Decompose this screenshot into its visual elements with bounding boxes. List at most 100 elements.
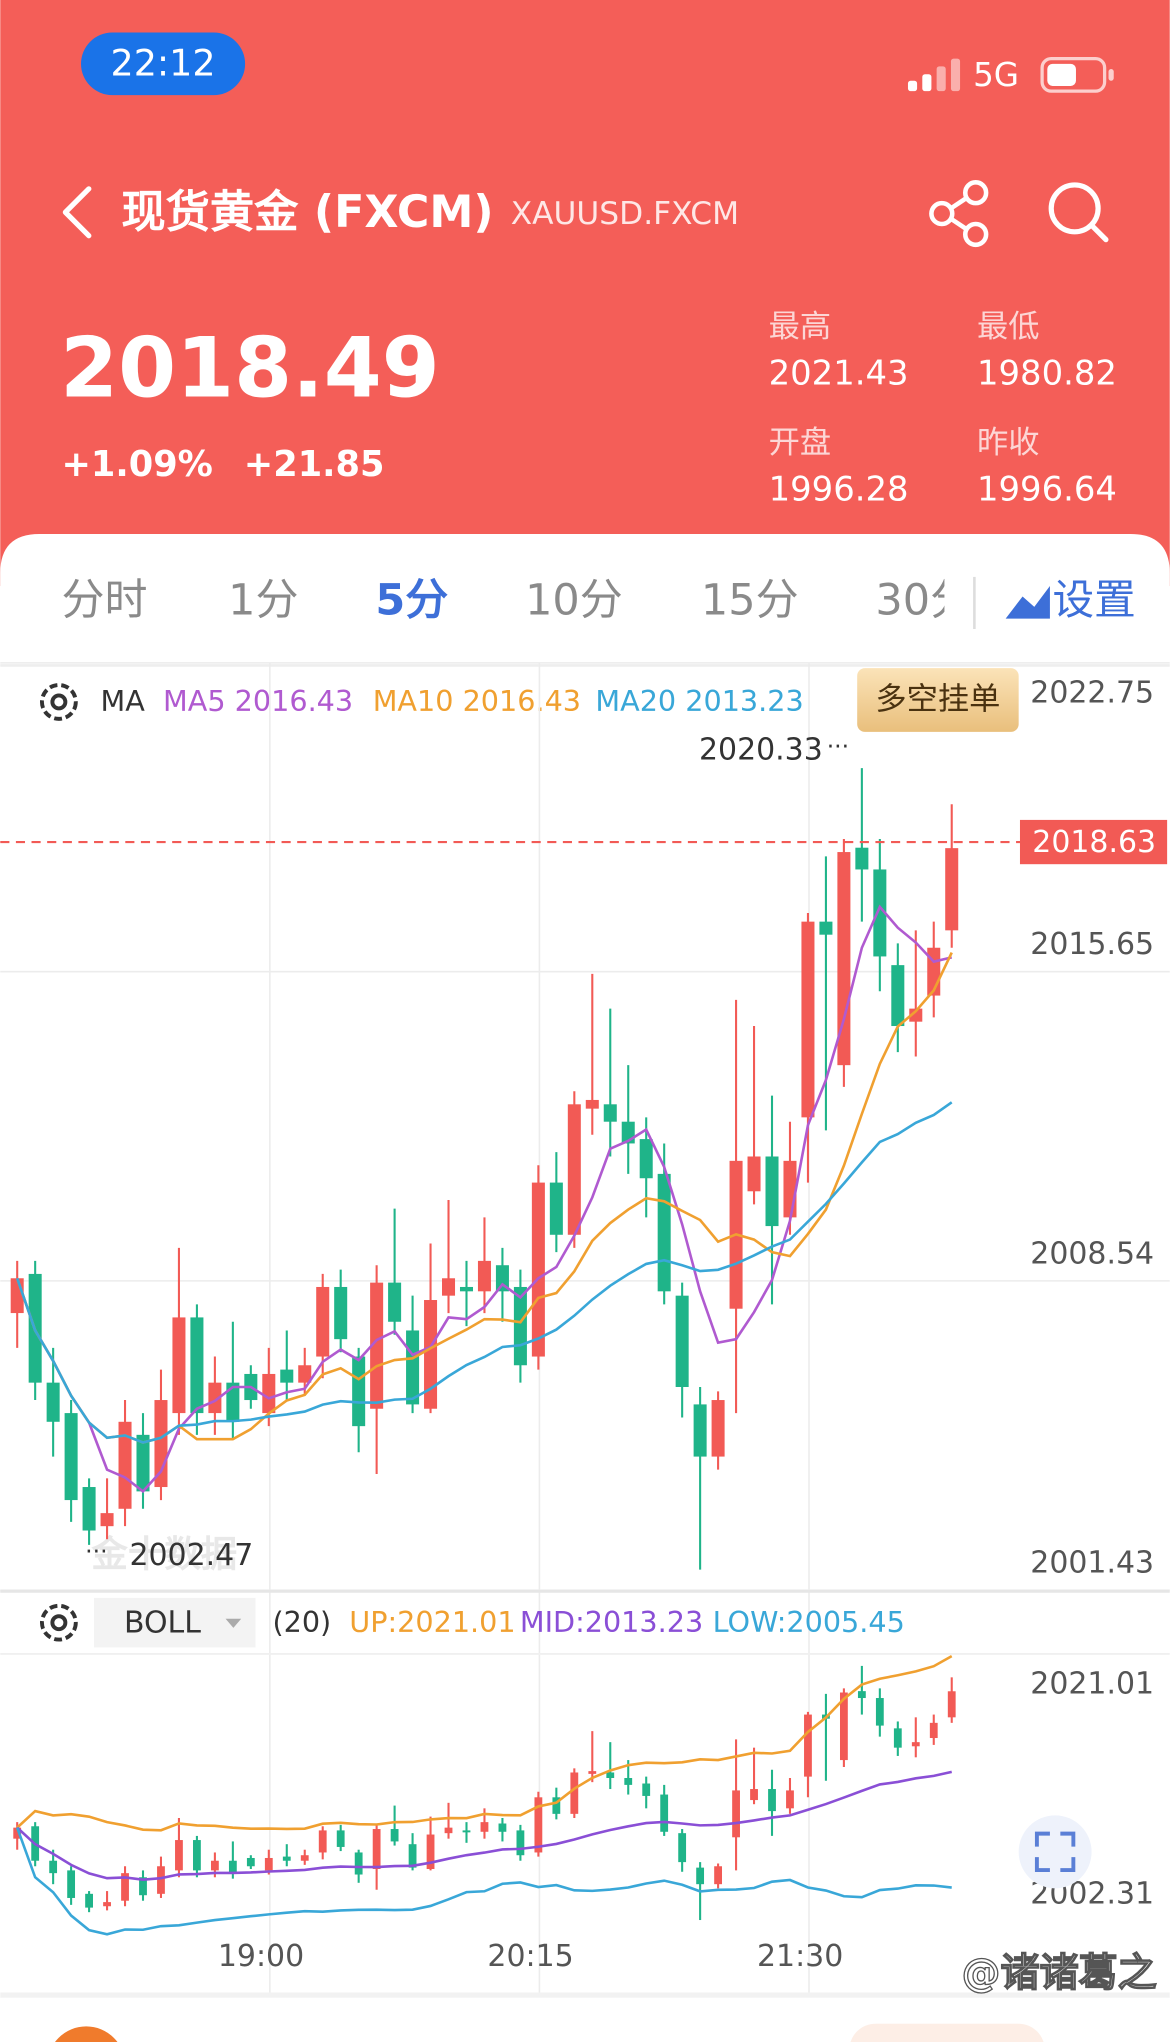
boll-low — [15, 1827, 952, 1936]
candle-body — [406, 1330, 420, 1405]
tab[interactable]: 10分 — [525, 575, 623, 625]
period-tabs: 分时 1分 5分 10分 15分 30分 — [61, 575, 973, 625]
ma-line — [15, 1101, 953, 1444]
candle-body — [10, 1278, 24, 1314]
expand-button[interactable] — [1018, 1815, 1092, 1889]
footer-avatar[interactable] — [47, 2026, 125, 2042]
ma-legend-item: MA5 2016.43 — [163, 684, 353, 718]
settings[interactable]: 设置 — [1053, 575, 1136, 624]
boll-up — [16, 1655, 953, 1832]
sub-candle-body — [696, 1867, 705, 1885]
tab[interactable]: 分时 — [61, 575, 147, 625]
sub-candle-body — [246, 1857, 255, 1867]
sub-candle-body — [947, 1691, 956, 1718]
candle-body — [46, 1382, 60, 1422]
tab[interactable]: 15分 — [701, 575, 799, 625]
sub-candle-body — [750, 1789, 758, 1801]
footer-pill[interactable] — [849, 2023, 1044, 2042]
sub-candle-body — [732, 1790, 740, 1838]
sub-candle-body — [282, 1856, 291, 1861]
tab[interactable]: 5分 — [375, 575, 448, 625]
network: 5G — [973, 56, 1019, 94]
min-dots: ··· — [85, 1537, 107, 1565]
candle-body — [459, 1286, 474, 1292]
tab[interactable]: 1分 — [228, 575, 298, 625]
candle-body — [118, 1421, 132, 1509]
order-button[interactable]: 多空挂单 — [875, 682, 1000, 718]
sub-candle-body — [426, 1834, 435, 1870]
panel-bg — [0, 533, 1170, 2042]
share-button[interactable] — [929, 180, 989, 248]
sub-candle-body — [193, 1840, 201, 1871]
max-dots: ··· — [827, 732, 849, 760]
sub-candle-body — [85, 1893, 93, 1908]
search-button[interactable] — [1048, 182, 1109, 243]
candle-body — [424, 1300, 438, 1409]
change: +21.85 — [244, 444, 385, 485]
sub-candle-body — [606, 1772, 615, 1779]
sub-candle-body — [13, 1827, 22, 1839]
sub-candle-body — [534, 1797, 543, 1853]
candle-body — [801, 921, 815, 1118]
watermark: @诸诸葛之 — [961, 1951, 1156, 1996]
stat-value: 1996.28 — [769, 469, 909, 508]
boll-legend-item: LOW:2005.45 — [713, 1605, 905, 1639]
symbol: XAUUSD.FXCM — [511, 196, 739, 232]
stats: 最高 2021.43 最低 1980.82 开盘 1996.28 昨收 1996.64 — [769, 309, 1117, 508]
sub-candle-body — [642, 1783, 651, 1796]
sub-candle-body — [210, 1860, 219, 1871]
sub-candle-body — [318, 1830, 327, 1853]
gear-icon[interactable] — [39, 1603, 78, 1642]
status-time: 22:12 — [111, 42, 216, 85]
sub-candle-body — [336, 1830, 345, 1847]
candle-body — [837, 852, 851, 1066]
candle-body — [280, 1369, 294, 1383]
gear-icon[interactable] — [39, 683, 78, 721]
stat-value: 1996.64 — [977, 469, 1117, 508]
candle-body — [819, 921, 833, 935]
sub-candle-body — [516, 1830, 525, 1856]
stat-value: 2021.43 — [769, 354, 909, 393]
sub-candle-body — [444, 1827, 453, 1834]
sub-candle-body — [49, 1860, 58, 1874]
boll-legend: UP:2021.01 MID:2013.23 LOW:2005.45 — [349, 1605, 905, 1639]
sub-candle-body — [875, 1698, 884, 1726]
candle-body — [549, 1182, 563, 1235]
candle-body — [945, 848, 959, 931]
candle-body — [495, 1265, 509, 1292]
battery-icon — [1040, 56, 1114, 93]
header-bg — [0, 0, 1170, 587]
x-tick-label: 20:15 — [487, 1939, 573, 1974]
min-label: 2002.47 — [129, 1538, 253, 1573]
stat-value: 1980.82 — [977, 354, 1117, 393]
boll-period: (20) — [272, 1605, 331, 1639]
back-button[interactable] — [62, 186, 92, 239]
boll-name[interactable]: BOLL — [124, 1605, 201, 1640]
candle-body — [82, 1487, 96, 1531]
sub-candle-body — [480, 1822, 489, 1832]
candle-body — [477, 1260, 491, 1292]
candle-body — [298, 1365, 312, 1383]
candle-body — [388, 1282, 402, 1322]
sub-candle-body — [354, 1852, 363, 1875]
ma-legend-item: MA10 2016.43 — [373, 684, 581, 718]
sub-candle-body — [804, 1714, 812, 1777]
stat-label: 最低 — [977, 309, 1040, 345]
sub-candle-body — [121, 1873, 129, 1901]
candle-body — [711, 1400, 725, 1457]
candle-body — [226, 1382, 240, 1422]
sub-candle-body — [857, 1691, 866, 1699]
page-title: 现货黄金 (FXCM) — [121, 187, 493, 238]
tab[interactable]: 30分 — [875, 575, 973, 625]
last-price-tag — [1019, 819, 1168, 865]
candle-body — [136, 1434, 150, 1492]
settings-icon[interactable] — [1005, 586, 1050, 619]
boll-legend-item: UP:2021.01 — [349, 1605, 515, 1639]
candle-body — [873, 869, 887, 957]
dropdown-arrow — [225, 1618, 242, 1628]
boll-select-bg[interactable] — [94, 1597, 256, 1648]
order-button-bg[interactable] — [857, 668, 1019, 732]
